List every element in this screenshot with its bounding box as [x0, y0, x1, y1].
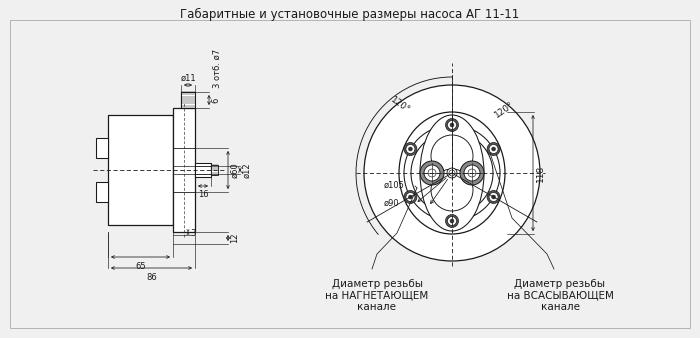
Text: 3: 3	[190, 229, 195, 238]
Circle shape	[406, 145, 415, 153]
Circle shape	[408, 195, 412, 199]
Circle shape	[408, 147, 412, 151]
Circle shape	[431, 135, 473, 177]
Polygon shape	[108, 115, 173, 225]
Polygon shape	[173, 108, 195, 232]
Circle shape	[445, 215, 458, 227]
Text: Диаметр резьбы
на ВСАСЫВАЮЩЕМ
канале: Диаметр резьбы на ВСАСЫВАЮЩЕМ канале	[507, 279, 613, 312]
Polygon shape	[96, 182, 108, 202]
Text: ø90: ø90	[384, 198, 400, 208]
Text: 86: 86	[146, 273, 157, 282]
Text: 12: 12	[230, 233, 239, 243]
Circle shape	[447, 121, 456, 129]
Polygon shape	[181, 92, 195, 108]
Text: 118: 118	[536, 164, 545, 182]
Text: 65: 65	[135, 262, 146, 271]
Circle shape	[447, 217, 456, 225]
Circle shape	[450, 123, 454, 127]
Circle shape	[364, 85, 540, 261]
Circle shape	[420, 161, 444, 185]
Circle shape	[431, 169, 473, 211]
Circle shape	[406, 193, 415, 201]
Text: ø105: ø105	[384, 180, 405, 190]
Circle shape	[460, 161, 484, 185]
Polygon shape	[195, 163, 211, 177]
Circle shape	[491, 195, 496, 199]
Circle shape	[487, 143, 500, 155]
Text: ø60: ø60	[230, 162, 239, 178]
Text: ø12: ø12	[242, 162, 251, 178]
Circle shape	[450, 219, 454, 223]
Text: 120°: 120°	[493, 100, 515, 120]
Circle shape	[404, 191, 417, 203]
Circle shape	[489, 145, 498, 153]
Text: Габаритные и установочные размеры насоса АГ 11-11: Габаритные и установочные размеры насоса…	[181, 8, 519, 21]
Circle shape	[445, 119, 458, 131]
Circle shape	[464, 165, 480, 181]
Ellipse shape	[420, 115, 484, 231]
Circle shape	[404, 143, 417, 155]
Circle shape	[487, 191, 500, 203]
Circle shape	[489, 193, 498, 201]
Circle shape	[428, 169, 436, 177]
Text: ø11: ø11	[180, 74, 196, 83]
Polygon shape	[211, 165, 218, 175]
Ellipse shape	[399, 112, 505, 234]
Text: 6: 6	[211, 97, 220, 103]
Text: 16: 16	[197, 190, 209, 199]
Polygon shape	[96, 138, 108, 158]
Text: Диаметр резьбы
на НАГНЕТАЮЩЕМ
канале: Диаметр резьбы на НАГНЕТАЮЩЕМ канале	[326, 279, 428, 312]
Circle shape	[468, 169, 476, 177]
Circle shape	[447, 168, 457, 178]
Text: 3 отб. ø7: 3 отб. ø7	[213, 49, 222, 88]
Text: 120°: 120°	[389, 95, 412, 115]
Circle shape	[491, 147, 496, 151]
Circle shape	[424, 165, 440, 181]
